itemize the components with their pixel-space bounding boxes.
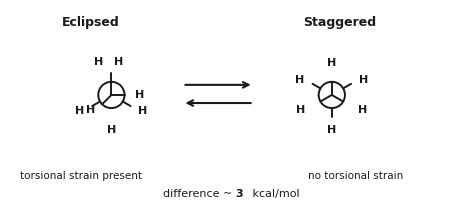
Text: H: H — [327, 125, 337, 135]
Text: H: H — [93, 57, 103, 67]
Text: difference ~: difference ~ — [163, 189, 236, 199]
Text: 3: 3 — [236, 189, 243, 199]
Text: H: H — [327, 58, 337, 68]
Text: Staggered: Staggered — [303, 16, 376, 29]
Text: kcal/mol: kcal/mol — [249, 189, 300, 199]
Text: H: H — [75, 106, 85, 116]
Text: H: H — [296, 105, 305, 115]
Text: H: H — [295, 75, 304, 85]
Text: no torsional strain: no torsional strain — [308, 171, 403, 181]
Text: H: H — [358, 105, 368, 115]
Text: H: H — [138, 106, 147, 116]
Text: H: H — [107, 125, 116, 135]
Text: H: H — [135, 90, 144, 100]
Text: Eclipsed: Eclipsed — [62, 16, 119, 29]
Text: torsional strain present: torsional strain present — [19, 171, 142, 181]
Text: H: H — [359, 75, 369, 85]
Text: H: H — [86, 105, 95, 115]
Text: H: H — [114, 57, 124, 67]
